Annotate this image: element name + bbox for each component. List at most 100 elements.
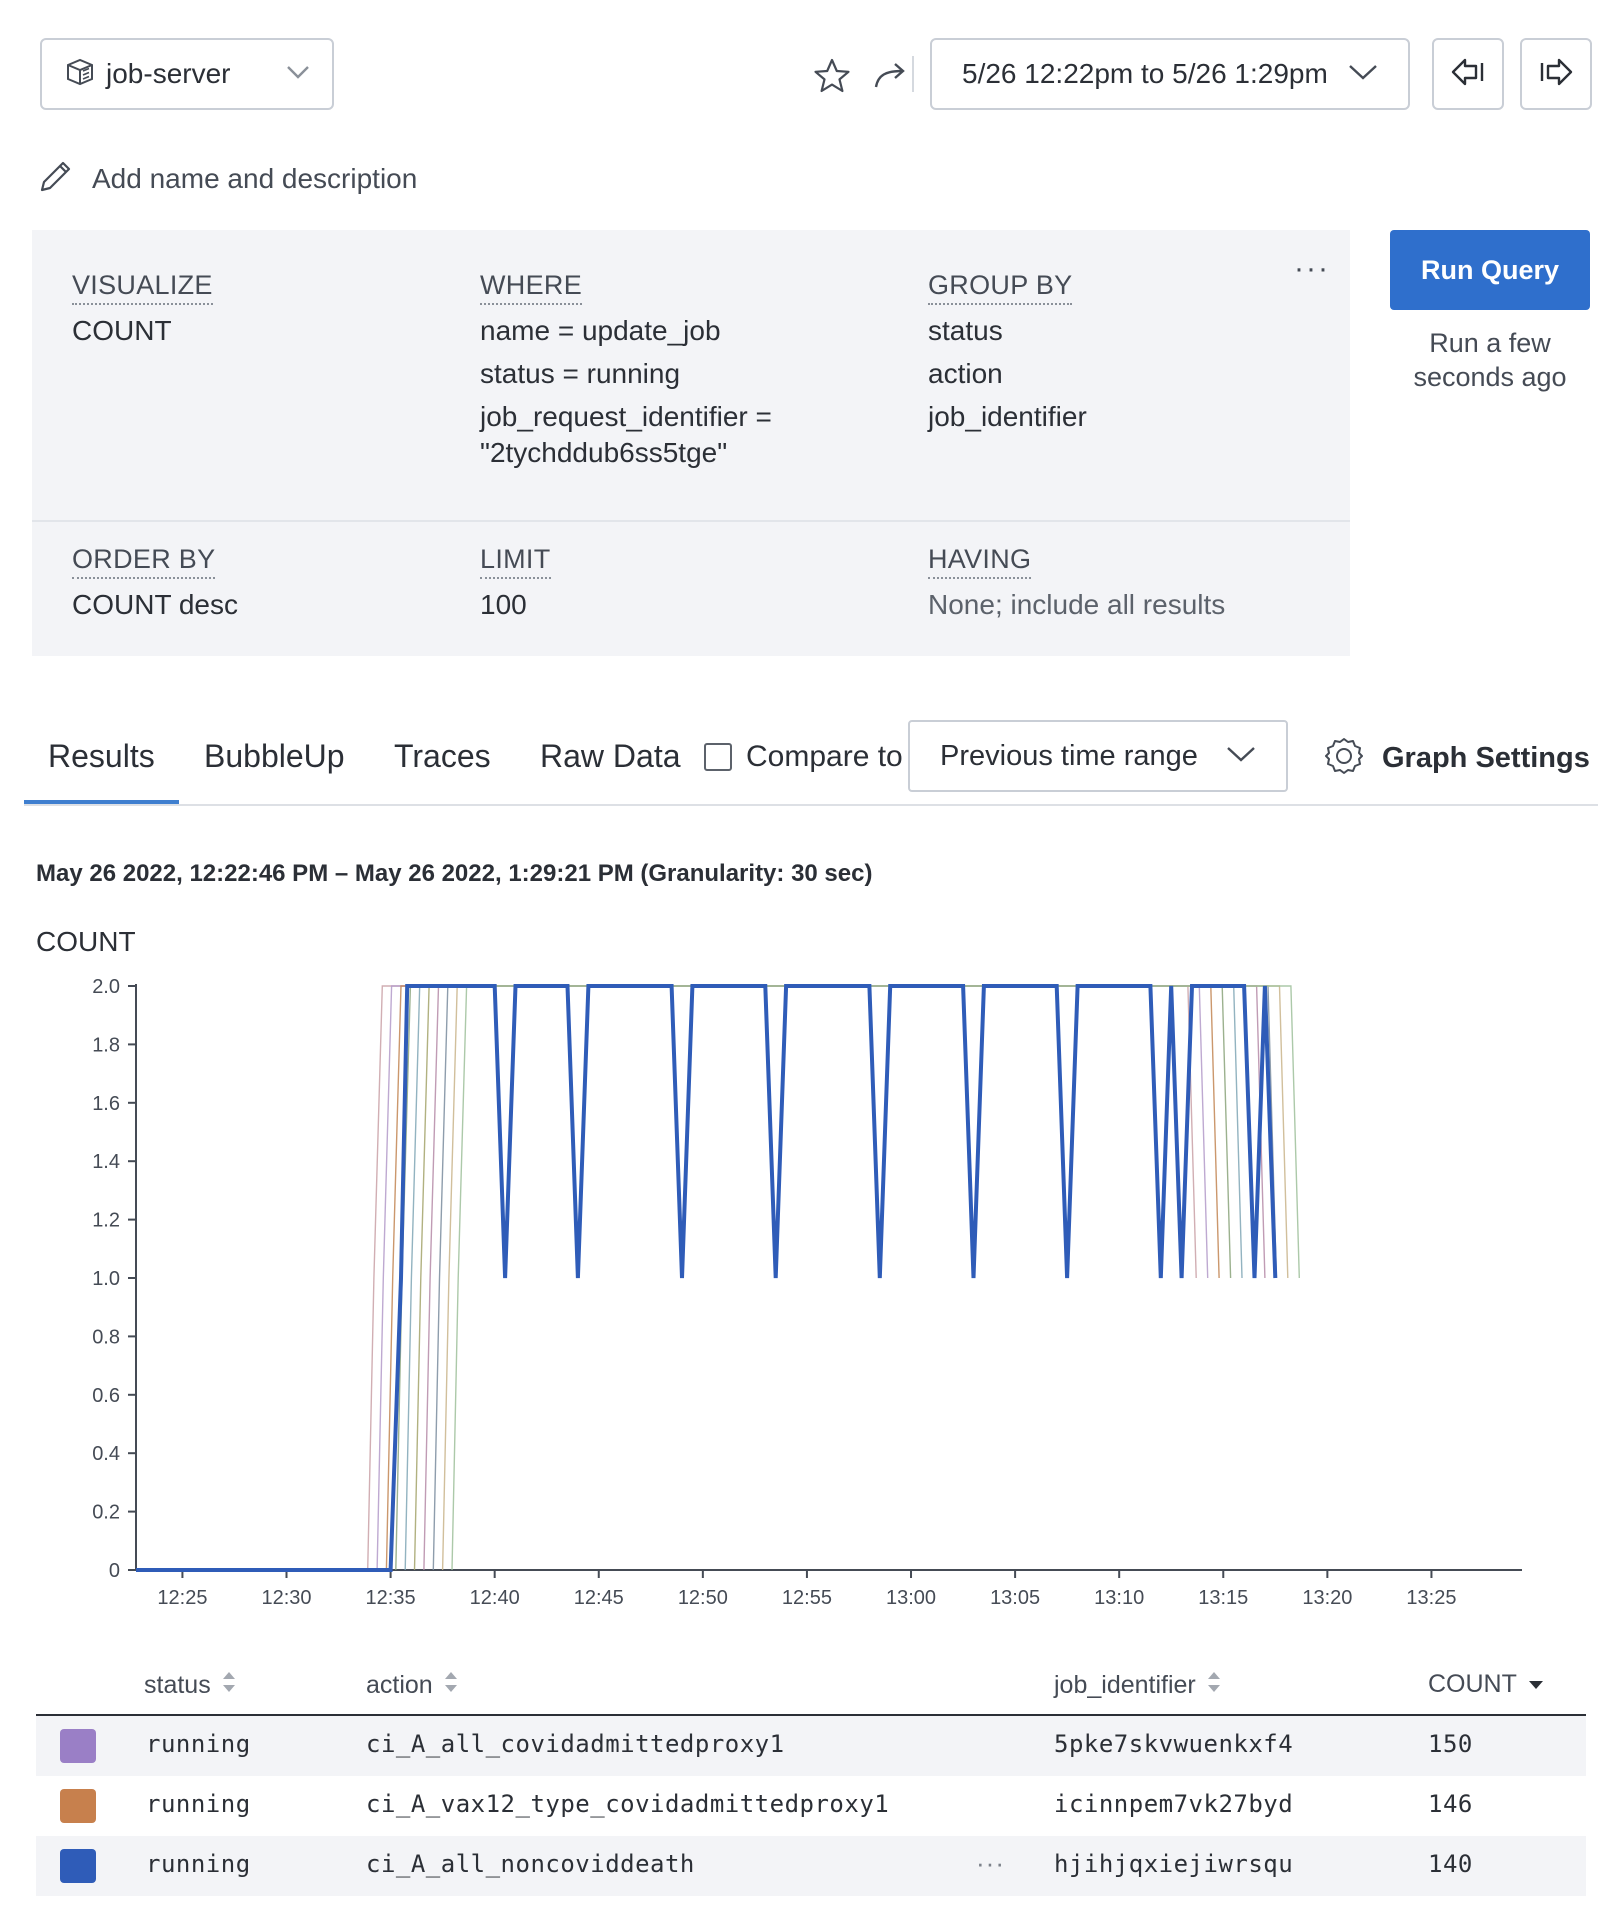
compare-range-value: Previous time range — [940, 739, 1198, 772]
chevron-down-icon — [1226, 745, 1256, 768]
compare-label: Compare to — [746, 740, 903, 773]
graph-settings-label: Graph Settings — [1382, 742, 1590, 774]
cell-action: ci_A_all_covidadmittedproxy1 — [366, 1730, 785, 1758]
where-heading: WHERE — [480, 270, 582, 305]
cell-job-identifier: hjihjqxiejiwrsqu — [1054, 1850, 1294, 1878]
column-label: COUNT — [1428, 1670, 1517, 1698]
query-builder: ··· VISUALIZE COUNT WHERE name = update_… — [32, 230, 1350, 656]
cell-count: 140 — [1428, 1850, 1473, 1878]
table-row[interactable]: running ci_A_all_covidadmittedproxy1 5pk… — [36, 1716, 1586, 1776]
add-name-description[interactable]: Add name and description — [38, 158, 417, 199]
having-value: None; include all results — [928, 589, 1226, 620]
limit-clause[interactable]: LIMIT 100 — [480, 544, 551, 626]
pencil-icon — [38, 158, 74, 199]
sort-desc-icon — [1527, 1670, 1545, 1699]
having-clause[interactable]: HAVING None; include all results — [928, 544, 1225, 626]
time-range-picker[interactable]: 5/26 12:22pm to 5/26 1:29pm — [930, 38, 1410, 110]
x-tick-label: 12:55 — [782, 1587, 832, 1609]
limit-value: 100 — [480, 589, 527, 620]
tab-results[interactable]: Results — [48, 738, 155, 774]
x-tick-label: 13:15 — [1198, 1587, 1248, 1609]
table-header: status action job_identifier COUNT — [36, 1654, 1586, 1716]
x-tick-label: 13:20 — [1302, 1587, 1352, 1609]
toolbar-divider — [912, 56, 914, 92]
column-label: action — [366, 1671, 433, 1699]
sort-icon — [221, 1670, 237, 1701]
column-header-status[interactable]: status — [144, 1670, 237, 1701]
column-header-action[interactable]: action — [366, 1670, 459, 1701]
y-tick-label: 1.2 — [92, 1210, 120, 1232]
chevron-down-icon — [1348, 63, 1378, 86]
x-tick-label: 12:50 — [678, 1587, 728, 1609]
cell-count: 150 — [1428, 1730, 1473, 1758]
group-by-heading: GROUP BY — [928, 270, 1073, 305]
y-tick-label: 1.6 — [92, 1093, 120, 1115]
next-range-button[interactable] — [1520, 38, 1592, 110]
series-line — [376, 985, 1209, 1571]
compare-toggle[interactable]: Compare to — [704, 740, 903, 774]
x-tick-label: 12:40 — [470, 1587, 520, 1609]
y-tick-label: 1.4 — [92, 1151, 120, 1173]
count-line-chart[interactable]: 0 0.2 0.4 0.6 0.8 1.0 1.2 1.4 1.6 1.8 2.0 12:25 12:3… — [0, 950, 1614, 1610]
table-row[interactable]: running ci_A_vax12_type_covidadmittedpro… — [36, 1776, 1586, 1836]
cell-status: running — [146, 1730, 251, 1758]
cell-job-identifier: icinnpem7vk27byd — [1054, 1790, 1294, 1818]
chevron-down-icon — [286, 64, 310, 85]
cell-status: running — [146, 1790, 251, 1818]
tab-bubbleup[interactable]: BubbleUp — [204, 738, 345, 774]
x-tick-label: 13:00 — [886, 1587, 936, 1609]
where-item-value: "2tychddub6ss5tge" — [480, 437, 728, 468]
where-item: status = running — [480, 358, 681, 389]
gear-icon — [1324, 736, 1364, 781]
x-tick-label: 13:05 — [990, 1587, 1040, 1609]
star-icon[interactable] — [810, 54, 854, 98]
y-tick-label: 2.0 — [92, 976, 120, 998]
group-by-item: job_identifier — [928, 401, 1087, 432]
series-swatch — [60, 1849, 96, 1883]
y-tick-label: 0.6 — [92, 1385, 120, 1407]
add-name-label: Add name and description — [92, 162, 418, 194]
y-tick-label: 0.8 — [92, 1326, 120, 1348]
where-clause[interactable]: WHERE name = update_job status = running… — [480, 270, 772, 471]
where-item: job_request_identifier = — [480, 401, 772, 432]
group-by-item: status — [928, 315, 1003, 346]
arrow-left-icon — [1450, 57, 1486, 92]
series-line-main — [136, 984, 1278, 1572]
where-item: name = update_job — [480, 315, 721, 346]
row-menu[interactable]: ··· — [976, 1848, 1005, 1878]
cell-action: ci_A_vax12_type_covidadmittedproxy1 — [366, 1790, 890, 1818]
arrow-right-icon — [1538, 57, 1574, 92]
visualize-clause[interactable]: VISUALIZE COUNT — [72, 270, 213, 352]
compare-range-select[interactable]: Previous time range — [908, 720, 1288, 792]
table-row[interactable]: running ci_A_all_noncoviddeath ··· hjihj… — [36, 1836, 1586, 1896]
x-tick-label: 12:25 — [157, 1587, 207, 1609]
series-swatch — [60, 1729, 96, 1763]
compare-checkbox[interactable] — [704, 743, 732, 771]
group-by-clause[interactable]: GROUP BY status action job_identifier — [928, 270, 1087, 438]
series-line — [404, 985, 1243, 1571]
order-by-clause[interactable]: ORDER BY COUNT desc — [72, 544, 238, 626]
series-line — [423, 985, 1266, 1571]
order-by-item: COUNT desc — [72, 589, 238, 620]
share-arrow-icon[interactable] — [868, 54, 912, 98]
run-status-line: Run a few — [1429, 328, 1551, 358]
time-range-label: 5/26 12:22pm to 5/26 1:29pm — [962, 58, 1328, 89]
x-tick-label: 12:45 — [574, 1587, 624, 1609]
column-header-count[interactable]: COUNT — [1428, 1670, 1545, 1699]
series-line — [413, 985, 1255, 1571]
having-heading: HAVING — [928, 544, 1032, 579]
column-header-job-identifier[interactable]: job_identifier — [1054, 1670, 1222, 1701]
query-more-menu[interactable]: ··· — [1294, 252, 1330, 285]
y-tick-label: 1.0 — [92, 1268, 120, 1290]
results-range-title: May 26 2022, 12:22:46 PM – May 26 2022, … — [36, 860, 873, 887]
cell-action: ci_A_all_noncoviddeath — [366, 1850, 695, 1878]
sort-icon — [1206, 1670, 1222, 1701]
run-query-button[interactable]: Run Query — [1390, 230, 1590, 310]
dataset-selector[interactable]: job-server — [40, 38, 334, 110]
sort-icon — [443, 1670, 459, 1701]
graph-settings-button[interactable]: Graph Settings — [1324, 736, 1590, 781]
previous-range-button[interactable] — [1432, 38, 1504, 110]
run-status: Run a few seconds ago — [1390, 326, 1590, 394]
tab-traces[interactable]: Traces — [394, 738, 491, 774]
tab-raw-data[interactable]: Raw Data — [540, 738, 681, 774]
